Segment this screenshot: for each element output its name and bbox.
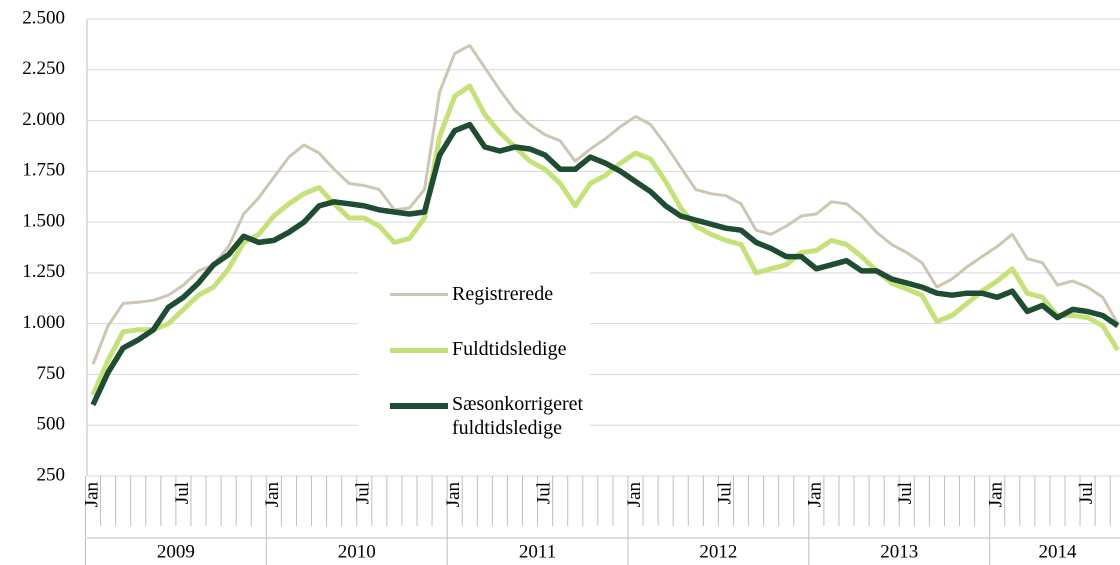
y-tick-label: 500 [37,414,66,435]
y-tick-label: 1.750 [22,160,65,181]
legend-label: Registrerede [452,283,554,305]
year-label: 2010 [338,541,376,562]
year-label: 2012 [699,541,737,562]
y-tick-label: 2.250 [22,58,65,79]
x-tick-label: Jul [172,482,193,504]
x-tick-label: Jul [1076,482,1097,504]
legend-entry: Registrerede [390,282,612,306]
x-tick-label: Jan [81,482,102,508]
y-tick-label: 2.000 [22,109,65,130]
legend-label: Fuldtidsledige [452,338,567,360]
legend-entry: Sæsonkorrigeret fuldtidsledige [390,392,612,440]
legend-label: Sæsonkorrigeret fuldtidsledige [452,393,584,439]
series-line [90,121,1120,407]
series-line [91,43,1120,365]
x-tick-label: Jul [714,482,735,504]
x-tick-label: Jan [805,482,826,508]
y-tick-label: 1.500 [22,210,65,231]
series-line [90,83,1120,396]
legend-swatch [390,403,448,409]
y-tick-label: 1.250 [22,261,65,282]
year-label: 2014 [1038,541,1077,562]
year-label: 2013 [880,541,918,562]
year-label: 2011 [519,541,556,562]
legend-entry: Fuldtidsledige [390,337,612,361]
y-tick-label: 750 [37,363,66,384]
legend-swatch [390,293,448,296]
x-tick-label: Jul [353,482,374,504]
x-tick-label: Jan [443,482,464,508]
legend-swatch [390,348,448,353]
x-tick-label: Jul [895,482,916,504]
x-tick-label: Jul [533,482,554,504]
year-label: 2009 [157,541,195,562]
x-tick-label: Jan [986,482,1007,508]
x-tick-label: Jan [624,482,645,508]
x-tick-label: Jan [262,482,283,508]
y-tick-label: 1.000 [22,312,65,333]
y-tick-label: 2.500 [22,7,65,28]
y-tick-label: 250 [37,464,66,485]
legend: Registrerede Fuldtidsledige Sæsonkorrigere… [358,272,590,462]
